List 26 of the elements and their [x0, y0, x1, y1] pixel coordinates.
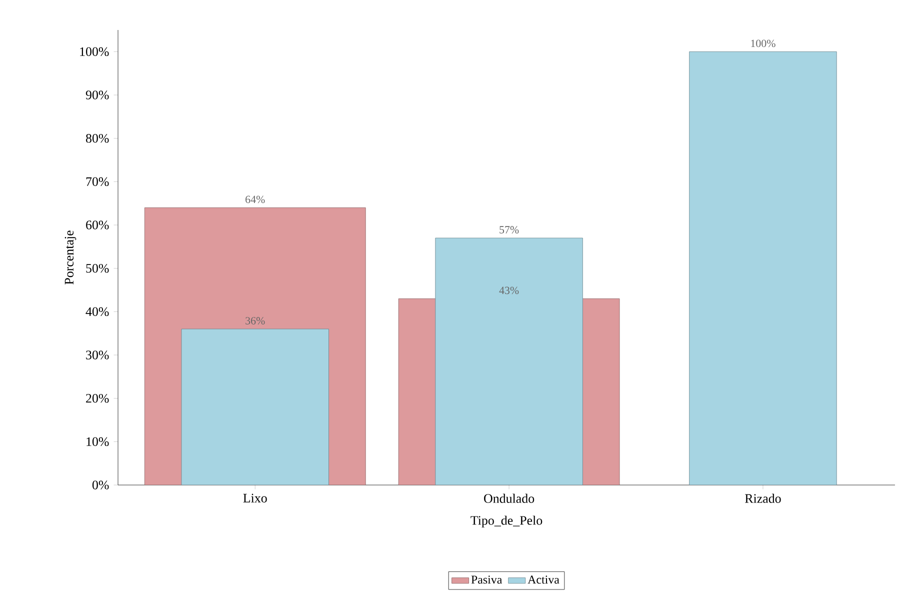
- x-tick-label: Lixo: [243, 494, 267, 502]
- y-tick-label: 30%: [86, 350, 109, 360]
- y-tick-label: 80%: [86, 134, 109, 143]
- bar: [435, 238, 583, 485]
- x-tick-label: Ondulado: [484, 494, 534, 503]
- y-tick-label: 0%: [92, 480, 109, 490]
- y-tick-label: 100%: [80, 47, 109, 56]
- y-tick-label: 50%: [86, 264, 109, 273]
- data-label: 36%: [246, 317, 265, 324]
- x-tick-label: Rizado: [745, 494, 781, 503]
- data-label: 43%: [499, 286, 519, 294]
- y-tick-label: 70%: [86, 177, 109, 186]
- y-tick-label: 20%: [86, 394, 109, 403]
- y-axis-title: Porcentaje: [64, 230, 76, 284]
- data-label: 100%: [751, 40, 776, 48]
- legend-label: Pasiva: [471, 576, 502, 584]
- x-axis-title: Tipo_de_Pelo: [470, 516, 542, 528]
- bar: [181, 328, 329, 485]
- bar: [689, 51, 837, 485]
- data-label: 64%: [246, 196, 265, 204]
- y-tick-label: 60%: [86, 220, 109, 230]
- y-tick-label: 10%: [86, 437, 109, 446]
- data-label: 57%: [500, 226, 519, 234]
- y-tick-label: 90%: [86, 90, 109, 100]
- legend-label: Activa: [528, 576, 560, 584]
- y-tick-label: 40%: [86, 307, 109, 316]
